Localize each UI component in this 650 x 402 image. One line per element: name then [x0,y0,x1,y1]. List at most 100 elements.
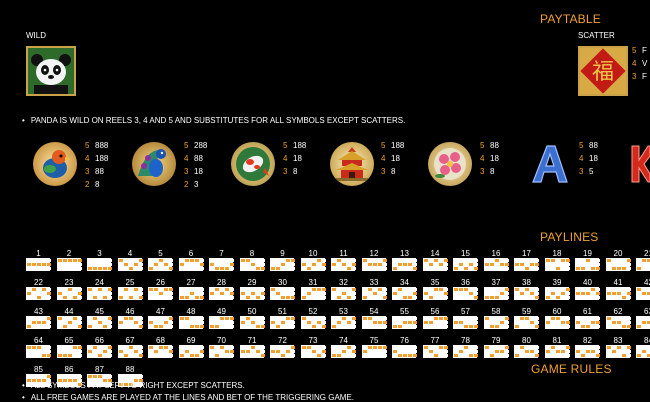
pay-value: 8 [391,167,396,176]
payline-pattern [575,258,600,271]
pay-count: 2 [85,180,90,189]
payline-5: 5 [148,249,173,271]
payline-81: 81 [544,336,570,358]
payline-12: 12 [361,249,387,271]
payline-number: 22 [34,278,43,287]
payline-40: 40 [575,278,600,300]
payline-number: 25 [125,278,135,287]
payline-number: 85 [34,365,43,374]
payline-36: 36 [453,278,478,300]
payline-number: 40 [583,278,592,287]
payline-number: 80 [522,336,531,345]
payline-pattern [87,287,112,300]
payline-56: 56 [422,307,448,329]
payline-52: 52 [300,307,326,329]
payline-pattern [636,345,650,358]
payline-number: 63 [644,307,650,316]
pay-value: 188 [293,141,307,150]
payline-number: 81 [552,336,562,345]
pay-count: 5 [579,141,584,150]
payline-70: 70 [209,336,234,358]
payline-71: 71 [239,336,265,358]
payline-32: 32 [331,278,356,300]
payline-number: 1 [36,249,41,258]
pay-count: 3 [579,167,584,176]
payline-number: 72 [278,336,287,345]
payline-pattern [575,345,600,358]
pay-count: 3 [85,167,90,176]
payline-number: 55 [400,307,409,316]
payline-number: 34 [400,278,409,287]
payline-pattern [87,258,112,271]
payline-7: 7 [209,249,234,271]
payline-number: 17 [522,249,531,258]
payline-9: 9 [270,249,295,271]
pay-count: 3 [184,167,189,176]
payline-21: 21 [636,249,650,271]
pay-count: 2 [184,180,189,189]
payline-15: 15 [453,249,478,271]
payline-pattern [87,316,112,329]
payline-number: 26 [156,278,165,287]
payline-number: 16 [491,249,501,258]
pay-value: 18 [194,167,203,176]
payline-57: 57 [453,307,478,329]
pay-count: 5 [283,141,288,150]
payline-58: 58 [483,307,509,329]
payline-pattern [178,345,204,358]
payline-51: 51 [270,307,295,329]
payline-78: 78 [453,336,478,358]
pay-value: F [642,46,647,55]
payline-pattern [117,345,143,358]
payline-number: 5 [158,249,163,258]
payline-number: 54 [369,307,379,316]
payline-number: 77 [430,336,440,345]
pagoda-icon [334,147,370,181]
payline-number: 8 [249,249,255,258]
payline-pattern [544,316,570,329]
payline-number: 45 [95,307,104,316]
pay-value: 88 [490,141,499,150]
payline-number: 66 [95,336,104,345]
pay-count: 5 [632,46,637,55]
payline-45: 45 [87,307,112,329]
payline-number: 82 [583,336,592,345]
payline-pattern [178,316,204,329]
payline-pattern [331,316,356,329]
wild-label: WILD [26,31,46,40]
pay-value: 8 [95,180,100,189]
payline-number: 31 [308,278,318,287]
payline-46: 46 [117,307,143,329]
pay-count: 5 [381,141,386,150]
payline-3: 3 [87,249,112,271]
payline-number: 12 [369,249,379,258]
payline-pattern [56,258,82,271]
payline-number: 15 [461,249,470,258]
payline-number: 13 [400,249,409,258]
payline-44: 44 [56,307,82,329]
payline-number: 36 [461,278,470,287]
payline-number: 48 [186,307,196,316]
peacock-symbol [132,142,176,186]
payline-64: 64 [26,336,51,358]
payline-76: 76 [392,336,417,358]
payline-1: 1 [26,249,51,271]
payline-number: 46 [125,307,135,316]
payline-pattern [239,287,265,300]
payline-pattern [178,287,204,300]
payline-61: 61 [575,307,600,329]
payline-pattern [483,316,509,329]
payline-number: 69 [186,336,196,345]
pay-count: 5 [85,141,90,150]
pay-value: 88 [194,154,203,163]
payline-number: 78 [461,336,470,345]
payline-37: 37 [483,278,509,300]
payline-11: 11 [331,249,356,271]
payline-20: 20 [605,249,631,271]
payline-16: 16 [483,249,509,271]
payline-number: 84 [644,336,650,345]
payline-number: 59 [522,307,531,316]
payline-pattern [56,345,82,358]
